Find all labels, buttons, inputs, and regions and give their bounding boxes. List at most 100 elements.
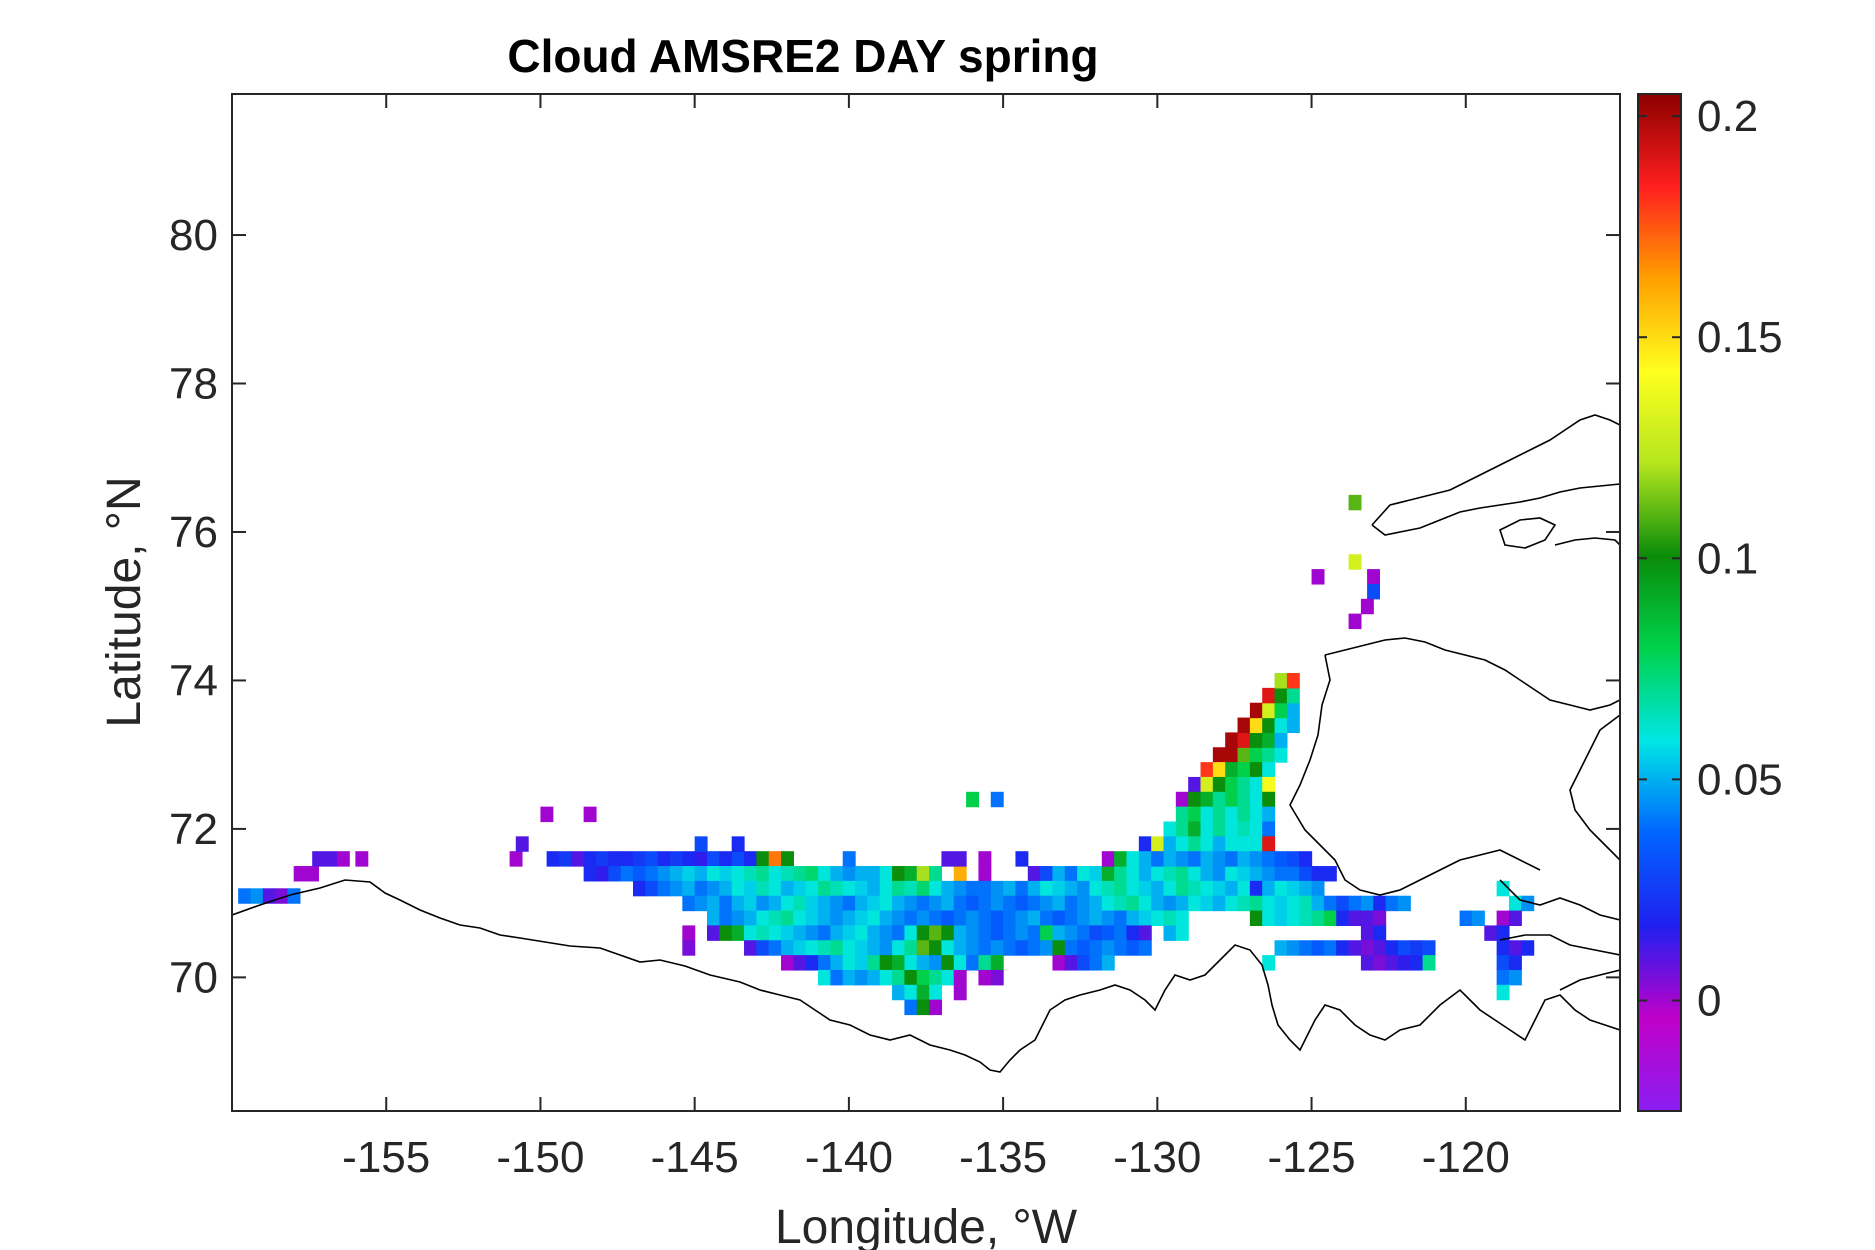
heatmap-cell [805, 895, 819, 912]
y-tick-label: 78 [169, 360, 218, 409]
heatmap-cell [830, 925, 844, 941]
heatmap-cell [768, 880, 782, 897]
heatmap-cell [781, 866, 794, 882]
heatmap-cell [867, 895, 881, 912]
heatmap-cell [731, 925, 745, 941]
heatmap-cell [1496, 880, 1510, 897]
heatmap-cell [682, 895, 696, 912]
heatmap-cell [1101, 866, 1115, 882]
heatmap-cell [336, 851, 350, 867]
heatmap-cell [1015, 851, 1029, 867]
heatmap-cell [731, 880, 745, 897]
heatmap-cell [953, 955, 967, 971]
heatmap-cell [1027, 866, 1041, 882]
heatmap-cell [818, 955, 831, 971]
heatmap-cell [546, 851, 560, 867]
heatmap-cell [892, 866, 906, 882]
heatmap-cell [1052, 955, 1066, 971]
heatmap-cell [953, 984, 967, 1001]
heatmap-cell [879, 955, 893, 971]
heatmap-cell [1188, 851, 1202, 867]
heatmap-cell [1286, 687, 1300, 704]
heatmap-cell [892, 969, 906, 986]
heatmap-cell [731, 895, 745, 912]
heatmap-cell [1027, 895, 1041, 912]
heatmap-cell [1360, 955, 1374, 971]
heatmap-cell [1323, 940, 1337, 956]
heatmap-cell [953, 880, 967, 897]
heatmap-cell [1262, 806, 1276, 823]
heatmap-cell [1064, 940, 1078, 956]
heatmap-cell [818, 895, 831, 912]
heatmap-cell [1138, 895, 1152, 912]
heatmap-cell [1212, 851, 1226, 867]
heatmap-cell [879, 866, 893, 882]
heatmap-cell [1151, 866, 1165, 882]
heatmap-cell [1188, 821, 1202, 837]
heatmap-cell [1484, 925, 1498, 941]
heatmap-cell [929, 866, 943, 882]
heatmap-cell [953, 969, 967, 986]
heatmap-cell [1311, 866, 1325, 882]
heatmap-cell [842, 880, 856, 897]
heatmap-cell [879, 880, 893, 897]
heatmap-cell [707, 895, 720, 912]
heatmap-cell [1225, 776, 1239, 793]
heatmap-cell [1410, 940, 1424, 956]
heatmap-cell [1249, 806, 1263, 823]
heatmap-cell [1496, 940, 1510, 956]
heatmap-cell [1200, 851, 1214, 867]
heatmap-cell [842, 969, 856, 986]
heatmap-cell [1323, 866, 1337, 882]
heatmap-cell [929, 955, 943, 971]
x-tick-label: -145 [651, 1133, 739, 1182]
heatmap-cell [1163, 910, 1177, 927]
heatmap-cell [1249, 732, 1263, 748]
heatmap-cell [1212, 762, 1226, 778]
heatmap-cell [855, 880, 868, 897]
heatmap-cell [1385, 955, 1399, 971]
heatmap-cell [1299, 880, 1313, 897]
heatmap-cell [953, 851, 967, 867]
heatmap-cell [756, 880, 770, 897]
heatmap-cell [1175, 791, 1189, 808]
colorbar-tick-label: 0.1 [1697, 534, 1758, 583]
heatmap-cell [558, 851, 572, 867]
heatmap-cell [1212, 791, 1226, 808]
heatmap-cell [1311, 880, 1325, 897]
heatmap-cell [1508, 910, 1522, 927]
heatmap-cell [867, 910, 881, 927]
heatmap-cell [669, 880, 683, 897]
heatmap-cell [1126, 940, 1140, 956]
heatmap-cell [1212, 836, 1226, 852]
heatmap-cell [966, 940, 980, 956]
heatmap-cell [250, 888, 264, 904]
heatmap-cell [1114, 925, 1128, 941]
heatmap-cell [904, 940, 918, 956]
heatmap-cell [892, 910, 906, 927]
heatmap-cell [1188, 776, 1202, 793]
heatmap-cell [768, 866, 782, 882]
coastline-prince-patrick [1371, 414, 1620, 549]
heatmap-cell [1385, 895, 1399, 912]
heatmap-cell [904, 955, 918, 971]
heatmap-cell [818, 940, 831, 956]
heatmap-cell [756, 851, 770, 867]
heatmap-cell [941, 910, 955, 927]
heatmap-cell [1163, 895, 1177, 912]
heatmap-cell [287, 888, 301, 904]
heatmap-cell [1200, 821, 1214, 837]
heatmap-cell [645, 880, 659, 897]
heatmap-cell [1126, 895, 1140, 912]
heatmap-cell [867, 969, 881, 986]
heatmap-cell [1274, 702, 1288, 719]
heatmap-cell [719, 851, 733, 867]
heatmap-cell [1138, 836, 1152, 852]
heatmap-cell [1225, 732, 1239, 748]
heatmap-cell [1101, 940, 1115, 956]
heatmap-cell [904, 866, 918, 882]
heatmap-cell [1286, 940, 1300, 956]
heatmap-cell [941, 955, 955, 971]
heatmap-cell [916, 955, 930, 971]
colorbar-tick-label: 0.15 [1697, 313, 1783, 362]
